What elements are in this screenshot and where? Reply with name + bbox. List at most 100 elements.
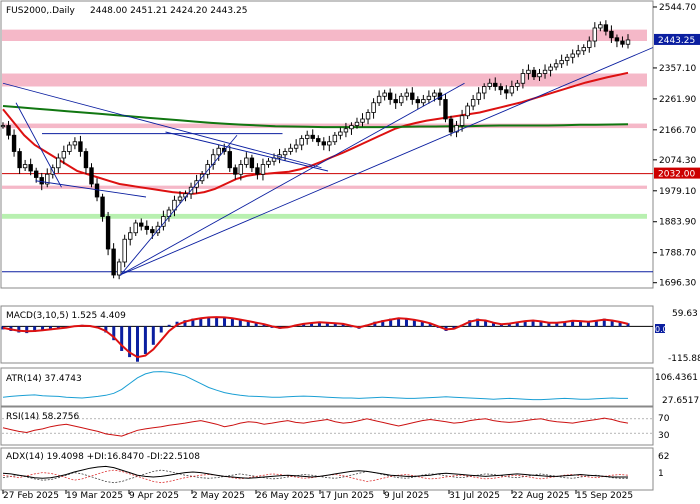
macd-label: MACD(3,10,5) 1.525 4.409 xyxy=(6,311,126,321)
macd-bar-44 xyxy=(349,326,353,328)
candle-body-82 xyxy=(454,125,459,133)
trendline-2 xyxy=(35,180,147,198)
atr-tick-bottom: 27.6517 xyxy=(662,396,699,406)
candle-body-16 xyxy=(89,167,94,185)
macd-bar-39 xyxy=(310,322,314,327)
rsi-tick-70: 70 xyxy=(658,414,670,424)
candle-body-57 xyxy=(316,138,321,143)
candle-body-91 xyxy=(504,89,509,94)
trendline-1 xyxy=(15,102,62,188)
candle-body-42 xyxy=(233,167,238,175)
price-zone-1 xyxy=(2,73,647,87)
candle-29 xyxy=(161,210,166,231)
macd-zero-tag xyxy=(655,324,665,333)
candle-body-81 xyxy=(448,118,454,133)
x-tick-label-9: 15 Sep 2025 xyxy=(576,491,633,500)
candle-38 xyxy=(210,148,216,170)
candle-70 xyxy=(387,88,393,105)
candle-body-68 xyxy=(376,95,382,104)
candle-body-97 xyxy=(537,73,542,78)
candle-110 xyxy=(609,25,614,43)
candle-body-98 xyxy=(542,69,548,74)
candle-69 xyxy=(382,89,387,101)
candle-106 xyxy=(587,36,592,53)
x-tick-label-8: 22 Aug 2025 xyxy=(512,491,570,500)
candle-61 xyxy=(338,127,343,140)
price-tag xyxy=(654,33,700,45)
rsi-panel-frame xyxy=(0,405,654,446)
candle-100 xyxy=(553,59,559,71)
candle-0 xyxy=(0,122,6,129)
rsi-tick-30: 30 xyxy=(658,431,670,441)
adx-tick-top: 62 xyxy=(658,452,669,462)
candle-67 xyxy=(371,98,376,119)
candle-body-41 xyxy=(227,151,232,169)
candle-25 xyxy=(139,218,144,231)
candle-body-66 xyxy=(365,112,371,120)
candle-body-88 xyxy=(487,82,492,87)
adx-tick-bottom: 1 xyxy=(658,469,664,479)
candle-96 xyxy=(531,67,537,80)
candle-body-89 xyxy=(493,82,498,87)
candle-body-77 xyxy=(426,95,432,100)
macd-bar-18 xyxy=(143,326,147,355)
candle-44 xyxy=(244,152,249,168)
macd-bar-6 xyxy=(48,326,52,331)
candle-body-28 xyxy=(155,225,161,234)
level-tag-label: 2032.00 xyxy=(658,170,695,180)
main-y-tick-label-2: 2261.90 xyxy=(659,95,696,105)
candle-109 xyxy=(603,20,609,36)
candle-23 xyxy=(128,226,133,246)
trendline-6 xyxy=(119,47,654,276)
macd-bar-66 xyxy=(523,320,527,327)
candle-body-56 xyxy=(310,134,315,139)
macd-bar-73 xyxy=(579,320,583,327)
moving-average-layer xyxy=(2,71,629,195)
candle-58 xyxy=(321,137,326,151)
main-y-axis: 2544.70 2357.10 2261.90 2166.70 2074.30 1979.… xyxy=(653,3,696,289)
level-tag xyxy=(654,167,700,179)
candle-body-59 xyxy=(327,141,332,146)
candle-body-12 xyxy=(67,144,72,152)
macd-bar-0 xyxy=(1,326,5,330)
candle-42 xyxy=(233,164,238,180)
main-y-tick-label-3: 2166.70 xyxy=(659,126,696,136)
macd-bar-13 xyxy=(104,326,108,333)
macd-bar-33 xyxy=(262,324,266,327)
candle-body-32 xyxy=(177,196,183,201)
candle-body-37 xyxy=(205,164,210,175)
candle-body-78 xyxy=(432,92,437,97)
chart-header-symbol: FUS2000,.Daily xyxy=(6,6,76,16)
macd-tick-zero: 0.00 xyxy=(655,325,673,334)
candle-30 xyxy=(166,206,172,222)
candle-21 xyxy=(116,258,122,280)
main-panel-frame xyxy=(0,0,654,289)
candle-104 xyxy=(576,44,581,58)
macd-bar-16 xyxy=(128,326,132,358)
trendline-5 xyxy=(119,82,465,276)
macd-bar-78 xyxy=(618,321,622,327)
macd-bar-50 xyxy=(397,317,401,327)
candle-43 xyxy=(238,159,244,181)
candle-body-7 xyxy=(39,177,44,185)
main-y-tick-label-8: 1696.30 xyxy=(659,279,696,289)
macd-bar-40 xyxy=(317,321,321,327)
candle-105 xyxy=(581,44,586,55)
candle-body-24 xyxy=(133,222,138,234)
candle-body-95 xyxy=(526,69,531,74)
candle-98 xyxy=(542,64,548,79)
macd-bar-26 xyxy=(207,317,211,327)
macd-tick-bottom: -115.889 xyxy=(668,354,700,364)
candle-108 xyxy=(598,21,603,32)
candle-body-14 xyxy=(78,141,83,152)
x-tick-label-3: 2 May 2025 xyxy=(192,491,245,500)
candle-body-92 xyxy=(509,86,515,94)
macd-bar-69 xyxy=(547,323,551,327)
candle-body-20 xyxy=(111,248,116,276)
candle-54 xyxy=(299,135,304,151)
candle-body-47 xyxy=(260,164,266,175)
candle-body-107 xyxy=(592,27,598,42)
macd-bar-23 xyxy=(183,320,187,327)
candle-80 xyxy=(443,93,448,123)
candle-19 xyxy=(105,211,111,256)
